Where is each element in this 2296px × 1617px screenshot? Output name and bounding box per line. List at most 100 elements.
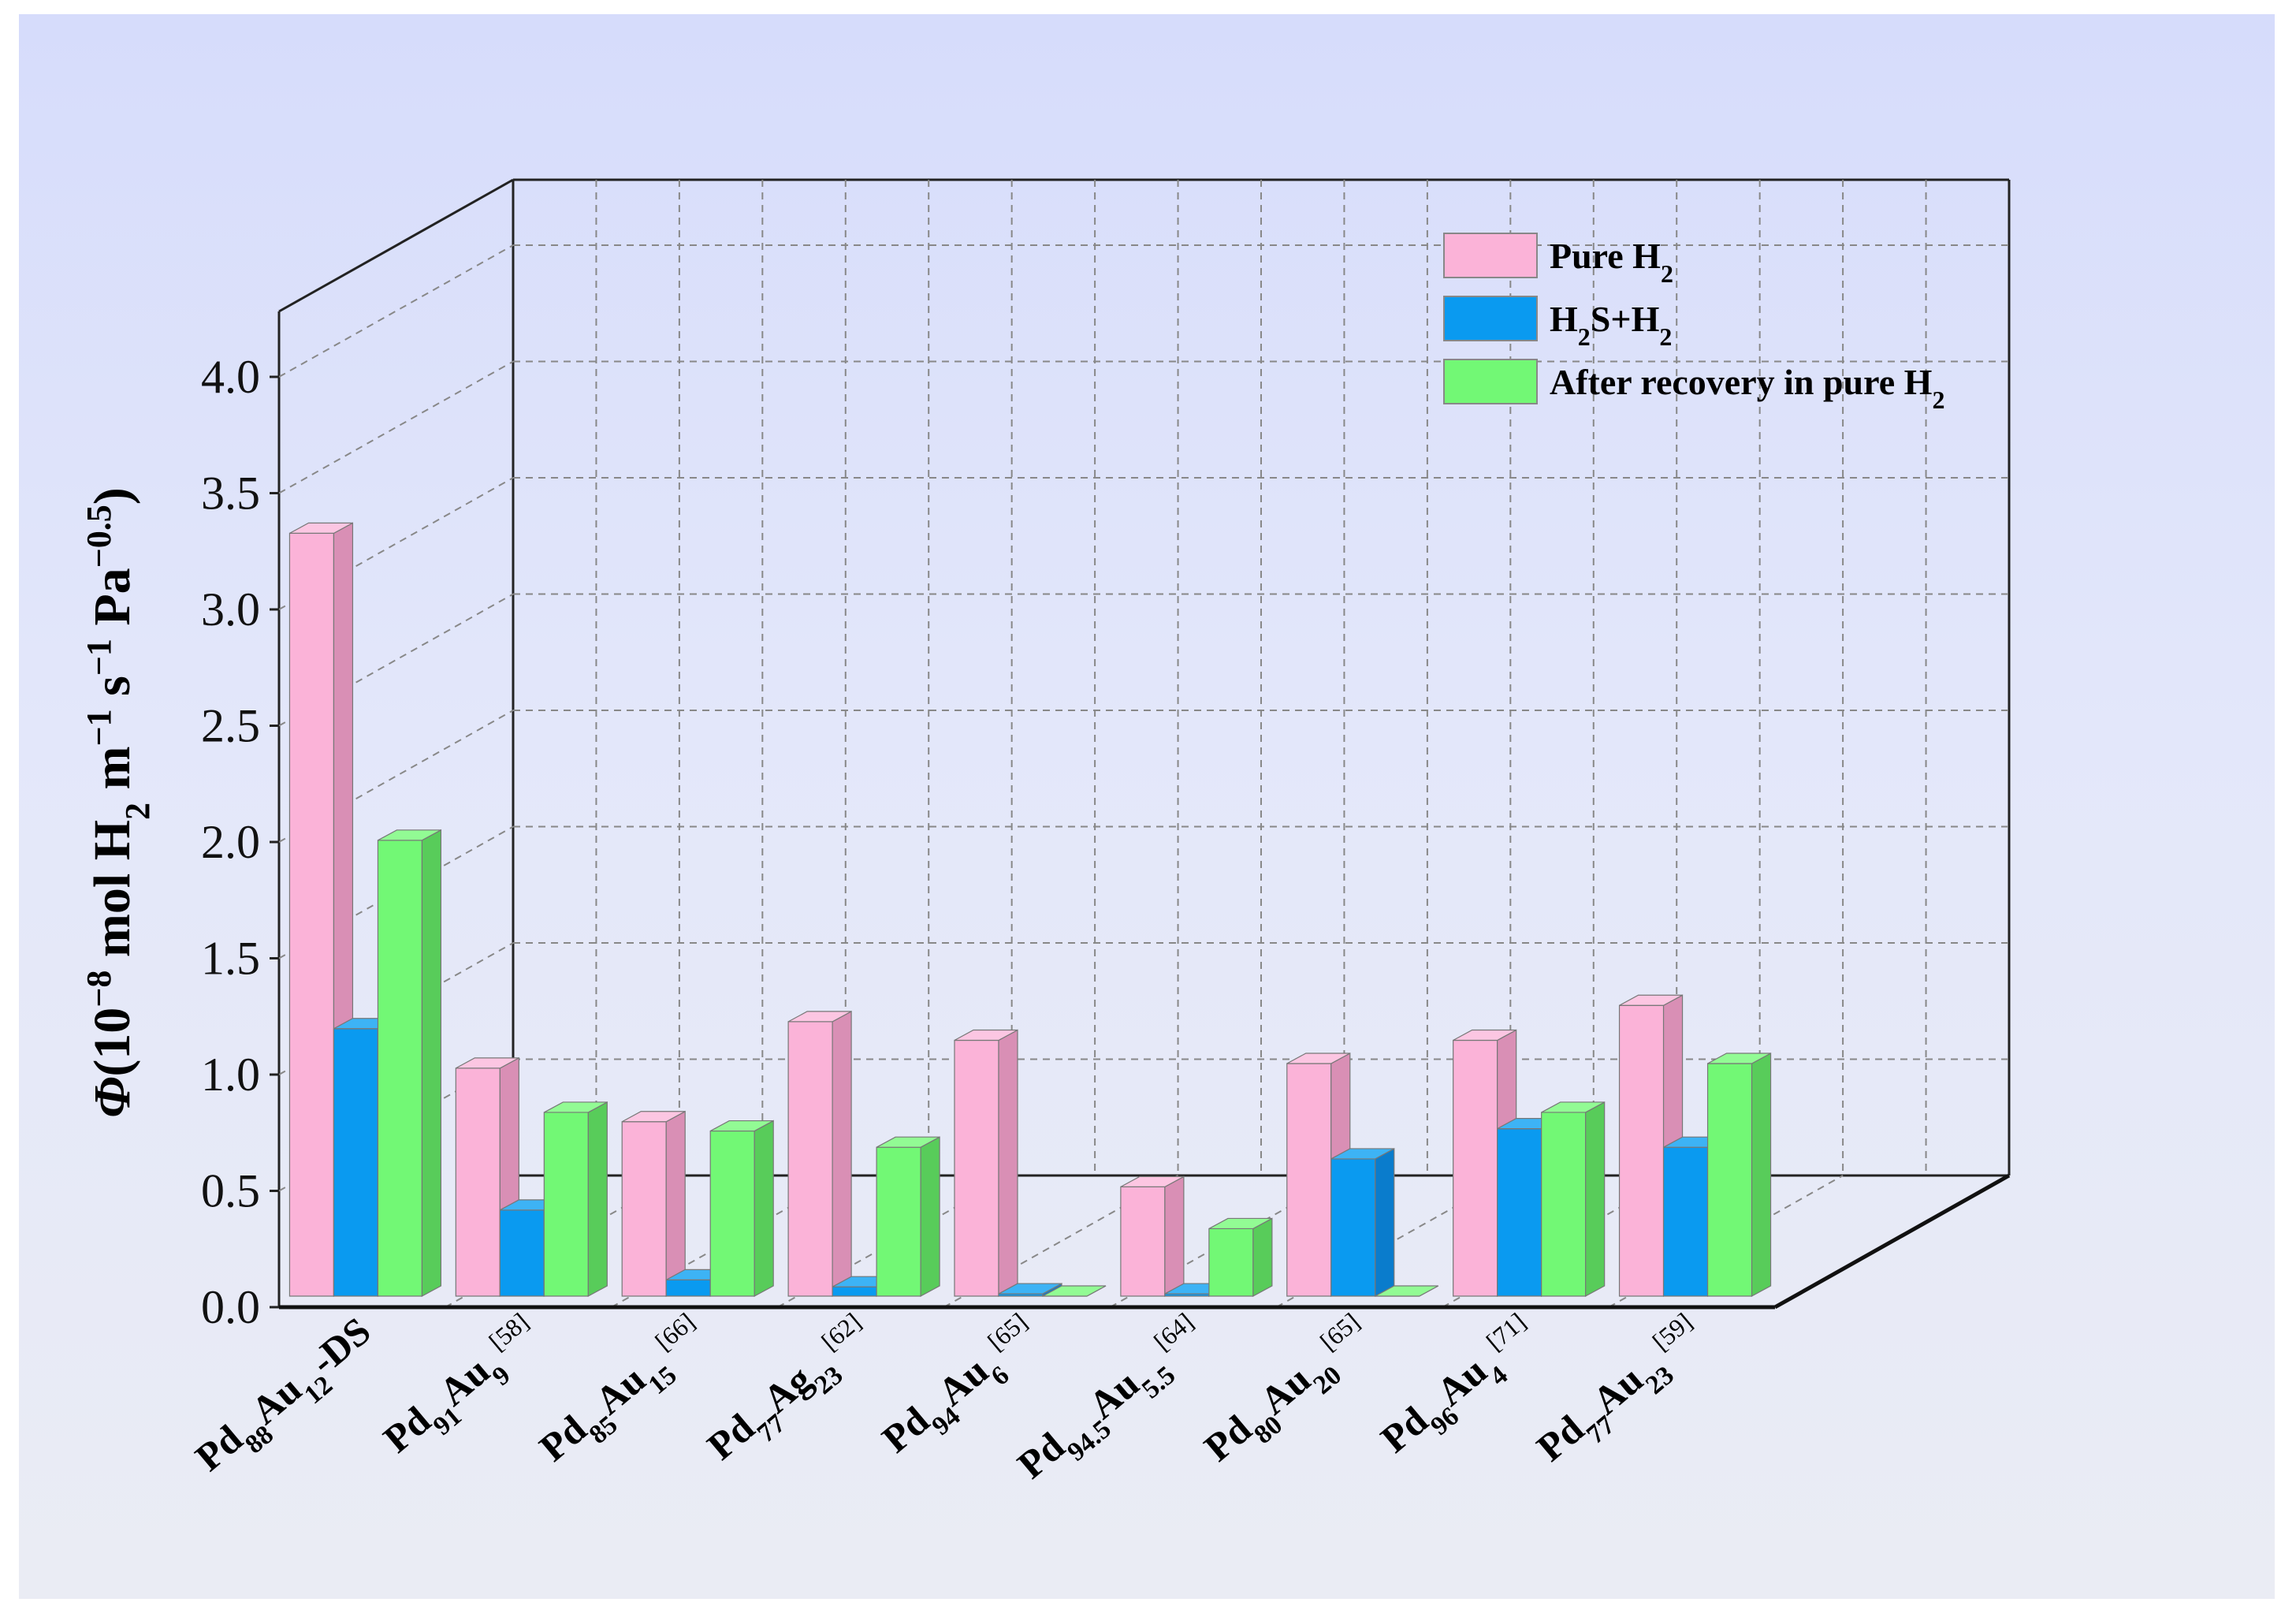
bar-front bbox=[1330, 1158, 1376, 1297]
bar-top bbox=[1541, 1101, 1605, 1113]
bar-top bbox=[1330, 1148, 1395, 1160]
bar-side bbox=[587, 1101, 608, 1298]
y-tick-label: 4.0 bbox=[201, 351, 260, 403]
bar-top bbox=[289, 522, 353, 535]
chart-card: 0.0 0.5 1.0 1.5 2.0 2.5 3.0 3.5 4.0 Pd88Au12-DS P… bbox=[19, 14, 2275, 1599]
y-tick-label: 1.5 bbox=[201, 933, 260, 985]
y-tick-label: 2.5 bbox=[201, 700, 260, 752]
bar-top bbox=[1619, 994, 1683, 1006]
legend-swatch bbox=[1443, 359, 1538, 404]
bar-top bbox=[876, 1136, 940, 1148]
bar-front bbox=[1662, 1146, 1709, 1297]
bar-top bbox=[456, 1057, 519, 1069]
x-tick-label: Pd91Au9 [58] bbox=[374, 1307, 553, 1470]
bar-front bbox=[1208, 1228, 1254, 1297]
y-tick-label: 1.0 bbox=[201, 1049, 260, 1101]
bar-top bbox=[544, 1101, 608, 1113]
bar-front bbox=[377, 840, 423, 1297]
bar-front bbox=[1706, 1063, 1753, 1297]
bar-top bbox=[1453, 1029, 1516, 1041]
y-tick-label: 0.5 bbox=[201, 1165, 260, 1217]
bar bbox=[1120, 1175, 1185, 1298]
bar-front bbox=[1453, 1039, 1498, 1297]
bar-top bbox=[378, 829, 441, 841]
bar-front bbox=[288, 532, 335, 1297]
bar-top bbox=[621, 1111, 686, 1123]
bar-front bbox=[455, 1067, 501, 1297]
bar-side bbox=[920, 1136, 940, 1298]
x-tick-label: Pd77Ag23 [62] bbox=[698, 1307, 885, 1477]
x-tick-label: Pd88Au12-DS bbox=[187, 1309, 386, 1489]
bar bbox=[787, 1010, 852, 1298]
bar-front bbox=[1541, 1112, 1587, 1297]
bar-side bbox=[1164, 1175, 1185, 1298]
bar bbox=[1541, 1101, 1606, 1298]
y-axis-label: Φ(10−8 mol H2 m−1 s−1 Pa−0.5) bbox=[80, 487, 157, 1118]
bar-front bbox=[665, 1279, 711, 1297]
bar-front bbox=[1120, 1186, 1166, 1297]
legend-entry: H2S+H2 bbox=[1550, 299, 1672, 351]
bar-side bbox=[1751, 1052, 1772, 1298]
bar-top bbox=[954, 1029, 1018, 1041]
bar-top bbox=[709, 1120, 774, 1132]
y-axis-title: Φ(10−8 mol H2 m−1 s−1 Pa−0.5) bbox=[80, 487, 157, 1118]
bar bbox=[1706, 1052, 1772, 1298]
legend-entry: After recovery in pure H2 bbox=[1550, 362, 1944, 414]
bar-front bbox=[1497, 1127, 1542, 1297]
y-tick-label: 3.0 bbox=[201, 583, 260, 635]
left-wall-top-edge bbox=[278, 178, 514, 313]
bar bbox=[1330, 1147, 1395, 1298]
bar-side bbox=[1252, 1217, 1273, 1298]
legend-entry: Pure H2 bbox=[1550, 236, 1673, 288]
bar-front bbox=[787, 1021, 833, 1297]
bar-front bbox=[876, 1146, 921, 1297]
bar bbox=[876, 1136, 940, 1298]
bar bbox=[998, 1283, 1062, 1298]
bar-front bbox=[1618, 1004, 1665, 1297]
bar-front bbox=[954, 1039, 999, 1297]
x-tick-label: Pd94.5Au5.5 [64] bbox=[1008, 1307, 1218, 1496]
bar-top bbox=[1286, 1053, 1351, 1064]
chart-svg: 0.00.51.01.52.02.53.03.54.0 Pd88Au12-DSP… bbox=[80, 178, 2011, 1496]
bar bbox=[543, 1101, 608, 1298]
floor-right-edge bbox=[1773, 1173, 2011, 1310]
bar bbox=[377, 829, 442, 1298]
legend-swatch bbox=[1443, 296, 1538, 341]
bars bbox=[288, 522, 1772, 1298]
legend-swatch bbox=[1443, 233, 1538, 278]
bar-side bbox=[998, 1029, 1018, 1298]
bar-side bbox=[1375, 1147, 1395, 1298]
legend: Pure H2 H2S+H2 After recovery in pure H2 bbox=[1443, 233, 1944, 414]
bar-top bbox=[1707, 1053, 1771, 1064]
bar-side bbox=[665, 1110, 686, 1298]
bar-top bbox=[1120, 1175, 1185, 1187]
bar-top bbox=[998, 1283, 1062, 1295]
x-tick-label: Pd80Au20 [65] bbox=[1195, 1307, 1384, 1479]
bar-top bbox=[1042, 1285, 1107, 1297]
bar-side bbox=[1585, 1101, 1606, 1298]
bar-top bbox=[787, 1011, 852, 1023]
bar-side bbox=[832, 1010, 852, 1298]
grid-line-side bbox=[278, 244, 514, 378]
x-tick-label: Pd77Au23 [59] bbox=[1528, 1307, 1717, 1479]
bar bbox=[1375, 1285, 1439, 1297]
bar-front bbox=[333, 1028, 379, 1297]
bar-side bbox=[754, 1120, 774, 1298]
bar-front bbox=[621, 1121, 667, 1297]
bar-front bbox=[499, 1209, 545, 1297]
x-tick-label: Pd96Au4 [71] bbox=[1371, 1307, 1550, 1470]
bar-front bbox=[1286, 1063, 1332, 1297]
bar-side bbox=[421, 829, 442, 1298]
bar bbox=[1042, 1285, 1107, 1297]
bar bbox=[1208, 1217, 1273, 1298]
bar bbox=[954, 1029, 1018, 1298]
bar-top bbox=[1375, 1285, 1439, 1297]
bar-front bbox=[709, 1130, 755, 1297]
bar-front bbox=[543, 1112, 589, 1297]
y-tick-label: 2.0 bbox=[201, 816, 260, 868]
bar-top bbox=[1208, 1217, 1273, 1230]
floor-edge bbox=[279, 1173, 2011, 1310]
bar-front bbox=[832, 1286, 877, 1297]
bar bbox=[709, 1120, 774, 1298]
